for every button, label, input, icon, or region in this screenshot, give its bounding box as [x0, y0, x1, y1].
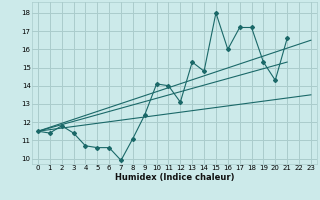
X-axis label: Humidex (Indice chaleur): Humidex (Indice chaleur) [115, 173, 234, 182]
